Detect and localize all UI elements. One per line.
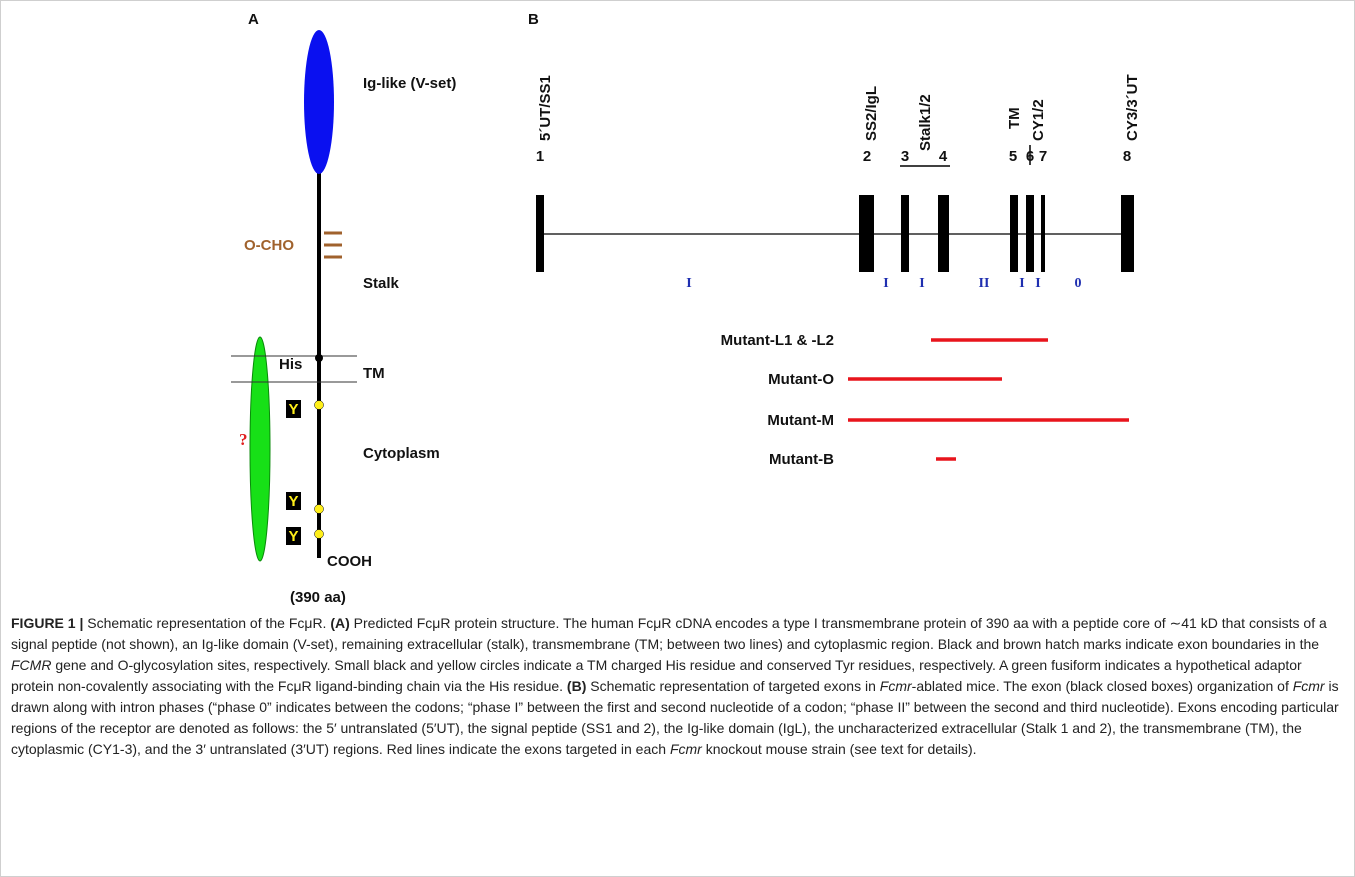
region-label-group: TM: [1006, 107, 1023, 129]
intron-phase: I: [919, 276, 924, 291]
caption-text: gene and O-glycosylation sites, respecti…: [11, 657, 1302, 694]
exon-number: 2: [863, 148, 871, 165]
intron-phase: II: [979, 276, 990, 291]
exon-box: [1041, 195, 1045, 272]
tm-label: TM: [363, 365, 385, 382]
region-label: 5´UT/SS1: [537, 75, 554, 141]
caption-gene: Fcmr: [1292, 678, 1325, 694]
exon-box: [938, 195, 949, 272]
region-label-group: CY1/2: [1030, 99, 1047, 141]
tyr-box: [286, 492, 301, 510]
tyr-label: Y: [288, 493, 298, 510]
tyr-residue: [314, 529, 324, 539]
exon-number: 3: [901, 148, 909, 165]
region-label: SS2/IgL: [863, 86, 880, 141]
exon-box: [536, 195, 544, 272]
tyr-label: Y: [288, 528, 298, 545]
caption-gene: Fcmr: [669, 741, 702, 757]
caption-lead: FIGURE 1 |: [11, 615, 84, 631]
exon-number: 1: [536, 148, 544, 165]
intron-phase: I: [1035, 276, 1040, 291]
cooh-label: COOH: [327, 553, 372, 570]
length-label: (390 aa): [290, 589, 346, 606]
intron-phase: I: [883, 276, 888, 291]
exon-number: 7: [1039, 148, 1047, 165]
panel-label: A: [248, 11, 259, 28]
exon-box: [901, 195, 909, 272]
mutant-label: Mutant-L1 & -L2: [721, 332, 834, 349]
tyr-box: [286, 400, 301, 418]
ig-domain: [304, 30, 334, 174]
tyr-residue: [314, 400, 324, 410]
exon-number: 8: [1123, 148, 1131, 165]
exon-number: 5: [1009, 148, 1017, 165]
cytoplasm-label: Cytoplasm: [363, 445, 440, 462]
exon-box: [1121, 195, 1134, 272]
region-label-group: Stalk1/2: [917, 94, 934, 151]
intron-phase: I: [1019, 276, 1024, 291]
adaptor-protein: [249, 336, 271, 562]
figure-caption: FIGURE 1 | Schematic representation of t…: [11, 613, 1347, 760]
mutant-label: Mutant-B: [769, 451, 834, 468]
caption-text: Schematic representation of the FcμR.: [83, 615, 331, 631]
intron-phase: 0: [1075, 276, 1082, 291]
glyco-label: O-CHO: [244, 237, 294, 254]
mutant-label: Mutant-O: [768, 371, 834, 388]
tyr-box: [286, 527, 301, 545]
tyr-residue: [314, 504, 324, 514]
figure-art: A Ig-like (V-set) O-CHO Stalk His TM ? C…: [231, 11, 1141, 606]
domain-label: Ig-like (V-set): [363, 75, 456, 92]
panel-label: B: [528, 11, 539, 28]
region-label-group: 5´UT/SS1: [537, 75, 554, 141]
region-label: CY3/3´UT: [1124, 74, 1141, 141]
caption-text: knockout mouse strain (see text for deta…: [701, 741, 977, 757]
exon-number: 6: [1026, 148, 1034, 165]
tyr-label: Y: [288, 401, 298, 418]
region-label: CY1/2: [1030, 99, 1047, 141]
caption-panel: (A): [330, 615, 350, 631]
region-label-group: SS2/IgL: [863, 86, 880, 141]
caption-text: Predicted FcμR protein structure. The hu…: [11, 615, 1327, 652]
his-residue: [315, 354, 323, 362]
exon-box: [1010, 195, 1018, 272]
region-label-group: CY3/3´UT: [1124, 74, 1141, 141]
caption-gene: Fcmr: [879, 678, 912, 694]
mutant-label: Mutant-M: [767, 412, 834, 429]
caption-gene: FCMR: [11, 657, 52, 673]
region-label: Stalk1/2: [917, 94, 934, 151]
intron-phase: I: [686, 276, 691, 291]
his-label: His: [279, 356, 302, 373]
caption-panel: (B): [566, 678, 587, 694]
caption-text: is drawn along with intron phases (“phas…: [11, 678, 1339, 757]
exon-box: [1026, 195, 1034, 272]
stalk-label: Stalk: [363, 275, 400, 292]
exon-number: 4: [939, 148, 948, 165]
question-mark: ?: [239, 430, 248, 449]
region-label: TM: [1006, 107, 1023, 129]
caption-text: Schematic representation of targeted exo…: [586, 678, 880, 694]
caption-text: -ablated mice. The exon (black closed bo…: [911, 678, 1293, 694]
exon-box: [859, 195, 874, 272]
